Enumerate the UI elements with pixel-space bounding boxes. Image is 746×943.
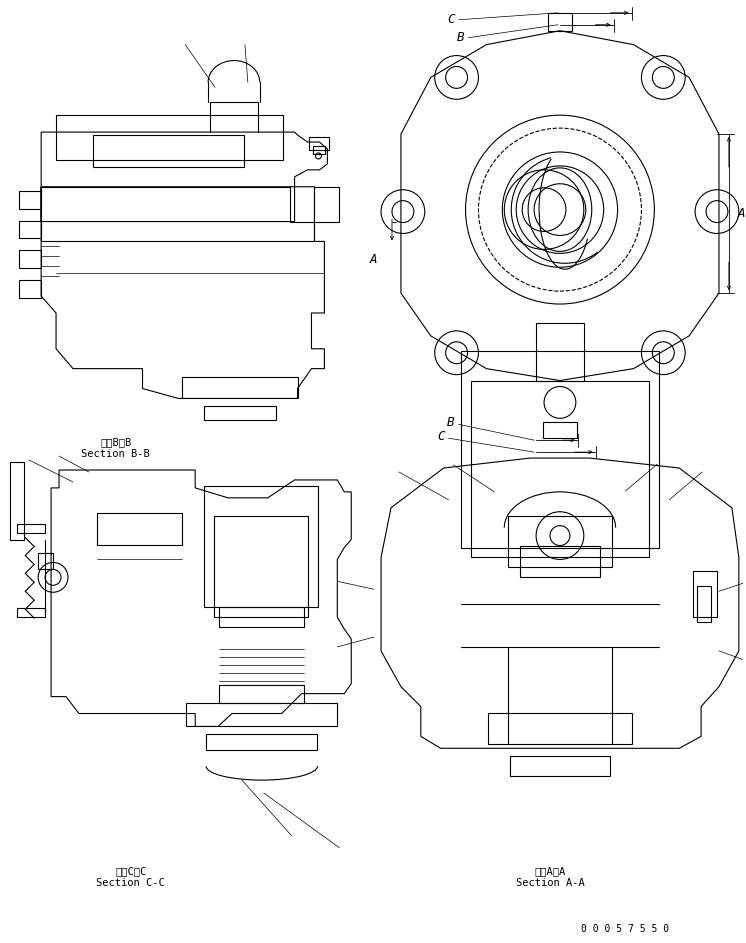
Bar <box>19 221 41 239</box>
Bar <box>56 115 283 160</box>
Bar <box>460 351 659 548</box>
Bar <box>548 13 572 31</box>
Bar <box>508 516 612 568</box>
Bar <box>489 713 632 744</box>
Bar <box>697 587 711 622</box>
Text: A: A <box>369 253 377 266</box>
Bar <box>19 250 41 268</box>
Bar <box>313 146 325 154</box>
Bar <box>186 703 337 726</box>
Bar <box>204 406 276 421</box>
Bar <box>38 554 53 570</box>
Bar <box>536 323 584 381</box>
Bar <box>10 462 25 539</box>
Text: 断面B－B: 断面B－B <box>100 438 131 447</box>
Text: 断面C－C: 断面C－C <box>115 867 146 877</box>
Text: 0 0 0 5 7 5 5 0: 0 0 0 5 7 5 5 0 <box>581 924 669 935</box>
Text: A: A <box>738 207 745 220</box>
Bar <box>543 422 577 438</box>
Text: C: C <box>437 430 445 442</box>
Bar <box>19 190 41 208</box>
Text: Section B-B: Section B-B <box>81 449 150 459</box>
Bar <box>97 513 182 544</box>
Text: C: C <box>447 13 454 26</box>
Text: 旗面A－A: 旗面A－A <box>534 867 565 877</box>
Bar <box>214 516 309 617</box>
Bar <box>19 280 41 298</box>
Bar <box>17 523 45 533</box>
Bar <box>219 685 304 703</box>
Bar <box>471 381 650 557</box>
Bar <box>520 546 600 577</box>
Text: B: B <box>457 31 464 44</box>
Bar <box>206 735 318 751</box>
Bar <box>17 608 45 617</box>
Bar <box>93 135 244 167</box>
Text: Section A-A: Section A-A <box>515 879 584 888</box>
Bar <box>310 137 330 150</box>
Text: B: B <box>447 416 454 429</box>
Bar <box>219 607 304 627</box>
Bar <box>510 756 609 776</box>
Bar <box>693 571 717 617</box>
Bar <box>204 486 319 607</box>
Text: Section C-C: Section C-C <box>96 879 165 888</box>
Bar <box>182 376 298 399</box>
